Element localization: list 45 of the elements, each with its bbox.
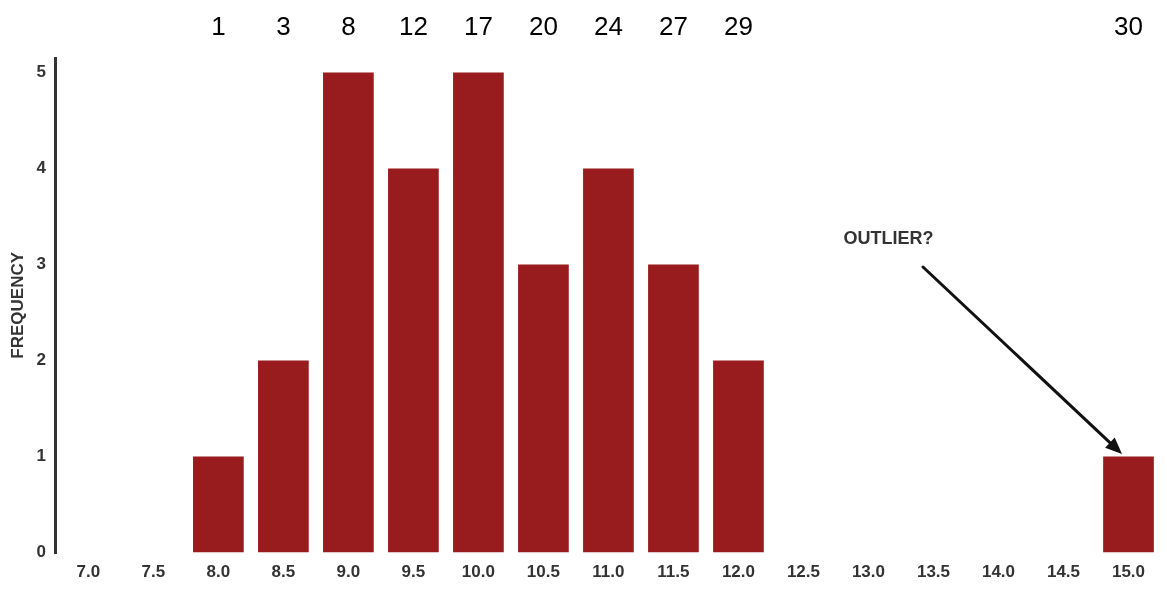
y-tick-label: 1 <box>36 446 46 466</box>
x-tick-label: 8.5 <box>271 562 296 582</box>
bar <box>583 168 634 553</box>
x-tick-label: 7.0 <box>76 562 101 582</box>
y-tick-label: 2 <box>36 350 46 370</box>
x-tick-label: 8.0 <box>206 562 231 582</box>
bar <box>648 264 699 553</box>
text: 17 <box>463 11 493 42</box>
x-tick-label: 13.5 <box>916 562 951 582</box>
text: 12 <box>398 11 428 42</box>
text: 3 <box>276 11 291 42</box>
bar <box>1103 456 1154 553</box>
x-tick-label: 12.0 <box>721 562 755 582</box>
x-tick-label: 13.0 <box>851 562 886 582</box>
x-tick-label: 10.0 <box>461 562 495 582</box>
bar <box>323 72 374 553</box>
text: 8 <box>341 11 356 42</box>
x-tick-label: 7.5 <box>141 562 166 582</box>
text: 27 <box>658 11 688 42</box>
text: 29 <box>723 11 753 42</box>
annotation: OUTLIER? <box>843 227 934 248</box>
x-tick-label: 9.5 <box>401 562 426 582</box>
bar <box>388 168 439 553</box>
text: 24 <box>593 11 623 42</box>
text: 20 <box>528 11 558 42</box>
bar <box>258 360 309 553</box>
x-tick-label: 10.5 <box>526 562 560 582</box>
bar <box>713 360 764 553</box>
x-tick-label: 14.5 <box>1046 562 1081 582</box>
x-tick-label: 11.0 <box>592 562 625 582</box>
y-tick-label: 4 <box>36 158 47 178</box>
text: 1 <box>211 11 226 42</box>
x-tick-label: 14.0 <box>981 562 1016 582</box>
bar <box>193 456 244 553</box>
x-tick-label: 11.5 <box>657 562 690 582</box>
x-tick-label: 15.0 <box>1111 562 1146 582</box>
text: 30 <box>1114 11 1143 42</box>
bar <box>453 72 504 553</box>
x-tick-label: 9.0 <box>336 562 361 582</box>
y-tick-label: 0 <box>36 542 46 562</box>
y-tick-label: 3 <box>36 254 46 274</box>
y-tick-label: 5 <box>36 62 46 82</box>
x-tick-label: 12.5 <box>786 562 820 582</box>
bar <box>518 264 569 553</box>
y-axis-title: FREQUENCY <box>7 251 27 359</box>
